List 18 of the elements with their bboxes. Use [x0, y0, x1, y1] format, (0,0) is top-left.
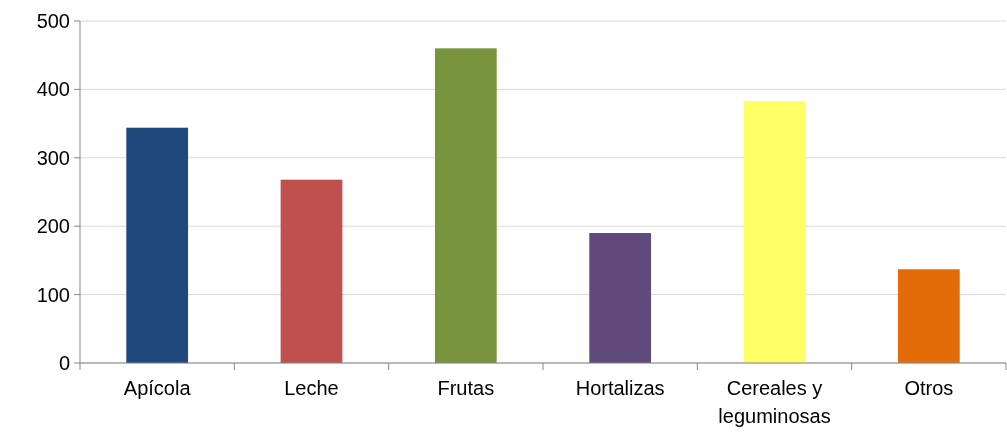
y-tick-label: 500 [36, 10, 70, 32]
x-tick-label: Frutas [437, 377, 495, 399]
bar [434, 48, 497, 363]
bar [126, 127, 189, 363]
x-tick-label: Otros [904, 377, 954, 399]
bar [589, 233, 652, 363]
y-tick-label: 200 [36, 215, 70, 238]
bar [743, 101, 806, 363]
y-tick-label: 100 [36, 283, 70, 306]
x-tick-label: Cereales y leguminosas [718, 377, 831, 427]
x-tick-label: Apícola [123, 377, 192, 399]
bar [280, 179, 343, 363]
bar [897, 269, 960, 363]
x-tick-label: Leche [284, 377, 339, 399]
y-tick-label: 400 [36, 78, 70, 101]
x-tick-label: Hortalizas [575, 377, 665, 399]
y-tick-label: 0 [58, 352, 70, 374]
y-tick-label: 300 [36, 146, 70, 169]
